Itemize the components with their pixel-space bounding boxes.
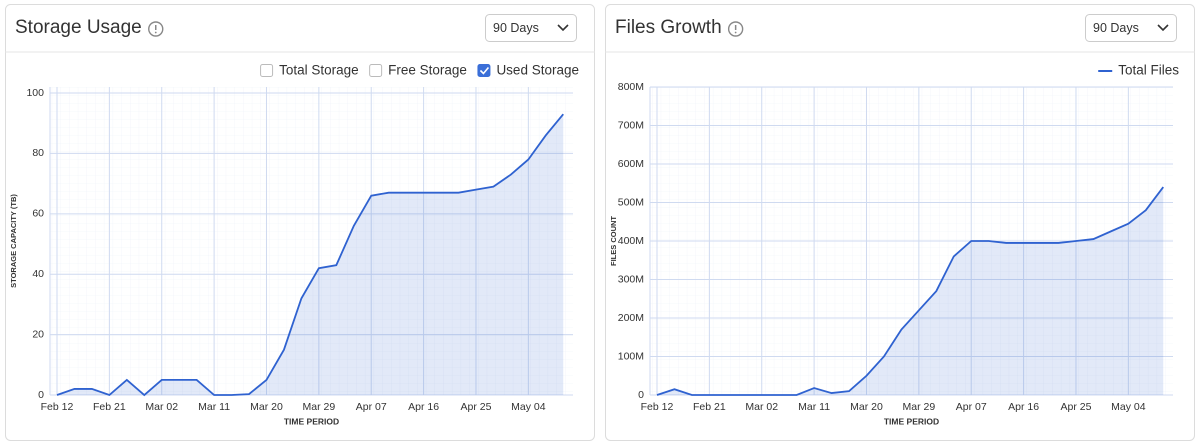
x-tick-label: Mar 29 — [903, 401, 936, 413]
y-tick-label: 600M — [618, 158, 644, 170]
legend-label: Total Files — [1118, 63, 1179, 78]
y-tick-label: 500M — [618, 196, 644, 208]
y-tick-label: 60 — [32, 208, 44, 220]
y-tick-label: 700M — [618, 119, 644, 131]
legend-label[interactable]: Total Storage — [279, 63, 359, 78]
x-tick-label: Mar 20 — [850, 401, 883, 413]
y-tick-label: 20 — [32, 328, 44, 340]
y-tick-label: 0 — [638, 389, 644, 401]
info-icon-dot — [734, 31, 737, 34]
y-tick-label: 80 — [32, 147, 44, 159]
x-tick-label: Mar 29 — [303, 401, 336, 413]
legend-checkbox[interactable] — [369, 64, 383, 77]
x-tick-label: Apr 07 — [956, 401, 987, 413]
legend-label[interactable]: Free Storage — [388, 63, 467, 78]
y-tick-label: 0 — [38, 389, 44, 401]
info-icon-dot — [154, 31, 157, 34]
range-dropdown-label[interactable]: 90 Days — [1093, 21, 1139, 35]
range-dropdown-label[interactable]: 90 Days — [493, 21, 539, 35]
range-dropdown[interactable] — [1085, 14, 1177, 42]
checkmark — [479, 66, 490, 75]
y-axis-title: FILES COUNT — [609, 216, 618, 266]
legend-checkbox[interactable] — [477, 64, 491, 77]
info-icon — [148, 21, 164, 37]
line — [56, 113, 564, 397]
area — [657, 187, 1164, 395]
card-title: Storage Usage — [15, 17, 142, 38]
x-tick-label: Mar 11 — [798, 401, 830, 413]
legend-label[interactable]: Used Storage — [496, 63, 579, 78]
y-tick-label: 200M — [618, 312, 644, 324]
x-axis-title: TIME PERIOD — [284, 416, 339, 426]
card-title: Files Growth — [615, 17, 722, 38]
area — [57, 114, 564, 396]
y-tick-label: 100M — [618, 350, 644, 362]
y-tick-label: 300M — [618, 273, 644, 285]
x-tick-label: Feb 21 — [693, 401, 726, 413]
info-icon — [727, 21, 744, 37]
x-tick-label: Feb 12 — [641, 401, 674, 413]
x-tick-label: Apr 25 — [461, 401, 492, 413]
x-tick-label: Mar 20 — [250, 401, 283, 413]
plot-background — [50, 87, 573, 395]
x-tick-label: May 04 — [1111, 401, 1146, 413]
x-tick-label: Feb 21 — [93, 401, 126, 413]
range-dropdown[interactable] — [485, 14, 577, 42]
x-tick-label: Mar 02 — [145, 401, 178, 413]
x-tick-label: Mar 11 — [198, 401, 230, 413]
x-tick-label: Apr 16 — [1008, 401, 1039, 413]
y-tick-label: 400M — [618, 235, 644, 247]
y-tick-label: 100 — [26, 87, 44, 99]
x-tick-label: Apr 07 — [356, 401, 387, 413]
dropdown-chevron — [557, 24, 569, 32]
dropdown-chevron — [1157, 24, 1169, 32]
x-tick-label: Feb 12 — [41, 401, 74, 413]
x-tick-label: Apr 16 — [408, 401, 439, 413]
y-tick-label: 40 — [32, 268, 44, 280]
x-tick-label: Mar 02 — [745, 401, 778, 413]
y-tick-label: 800M — [618, 81, 644, 93]
x-tick-label: Apr 25 — [1061, 401, 1092, 413]
legend-checkbox[interactable] — [260, 64, 274, 77]
y-axis-title: STORAGE CAPACITY (TB) — [9, 194, 18, 288]
x-axis-title: TIME PERIOD — [884, 416, 939, 426]
x-tick-label: May 04 — [511, 401, 546, 413]
line — [656, 186, 1164, 396]
